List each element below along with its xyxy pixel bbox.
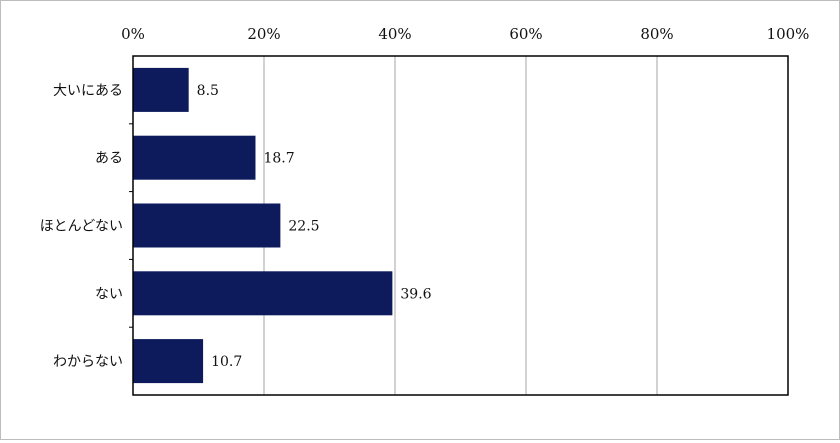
plot-area-border (132, 55, 789, 396)
x-tick-label-40: 40% (378, 25, 411, 43)
category-label-2: ほとんどない (40, 219, 123, 235)
gridlines (263, 56, 658, 395)
x-tick-label-100: 100% (767, 25, 810, 43)
value-label-4: 10.7 (211, 354, 242, 370)
category-label-0: 大いにある (53, 83, 123, 99)
x-tick-label-80: 80% (640, 25, 673, 43)
bar-1 (133, 135, 256, 180)
bar-3 (133, 271, 393, 316)
category-label-3: ない (95, 286, 123, 302)
bar-0 (133, 67, 189, 112)
bar-2 (133, 203, 281, 248)
x-tick-label-60: 60% (509, 25, 542, 43)
value-label-3: 39.6 (400, 286, 431, 302)
bars (133, 67, 393, 384)
value-label-2: 22.5 (288, 219, 319, 235)
bar-4 (133, 339, 204, 384)
data-labels: 8.5 18.7 22.5 39.6 10.7 (197, 83, 432, 370)
x-axis-tick-labels: 0% 20% 40% 60% 80% 100% (121, 25, 809, 43)
category-label-4: わからない (53, 354, 123, 370)
value-label-0: 8.5 (197, 83, 219, 99)
x-tick-label-0: 0% (121, 25, 145, 43)
value-label-1: 18.7 (263, 151, 294, 167)
category-label-1: ある (95, 151, 123, 167)
y-axis-ticks (129, 123, 133, 328)
x-tick-label-20: 20% (247, 25, 280, 43)
